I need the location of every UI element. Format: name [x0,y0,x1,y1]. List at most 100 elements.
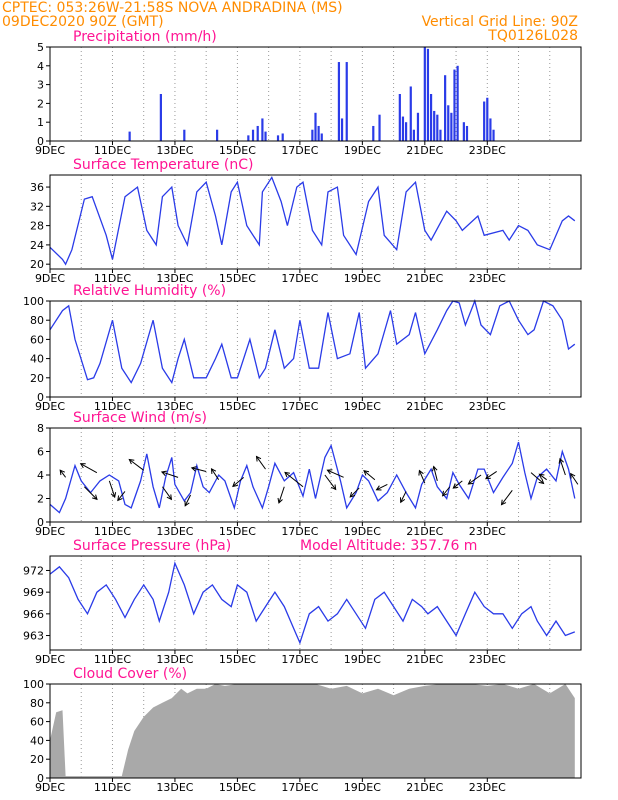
precip-bar [423,47,426,141]
panel-title: Surface Wind (m/s) [73,410,207,426]
y-tick-label: 0 [37,772,44,785]
precip-bar [159,94,162,141]
y-tick-label: 36 [30,181,44,194]
wind-arrow-head [349,491,356,498]
x-tick-label: 11DEC [94,653,131,666]
x-tick-label: 19DEC [344,144,381,157]
x-tick-label: 13DEC [156,653,193,666]
wind-arrow [501,489,513,505]
wind-arrow-head [570,472,576,479]
precip-bar [340,118,344,141]
x-tick-label: 17DEC [281,525,318,538]
y-tick-label: 0 [37,516,44,529]
wind-line [49,441,576,514]
panel-title: Surface Pressure (hPa) [73,538,231,554]
precip-bar [378,114,381,141]
x-tick-label: 21DEC [406,400,443,413]
wind-arrow [162,486,172,500]
y-tick-label: 100 [23,678,44,691]
precip-bar [412,129,415,141]
precip-bar [416,112,420,141]
wind-arrow-head [160,470,167,476]
plot-frame [49,427,582,523]
wind-arrow [559,458,566,476]
wind-arrow-head [184,500,190,507]
precip-bar [483,101,486,141]
precip-bar [444,75,447,141]
wind-arrow-head [92,494,98,501]
wind-arrow-head [375,485,382,491]
header-location: CPTEC: 053:26W-21:58S NOVA ANDRADINA (MS… [2,0,343,16]
x-tick-label: 19DEC [344,400,381,413]
panels: 0 1 2 3 4 5 9DEC 11DEC 13DEC 15DEC 17DEC 19DEC 21DEC… [23,29,582,794]
y-tick-label: 972 [23,564,44,577]
y-tick-label: 20 [30,753,44,766]
panel-pres: 963 966 969 972 9DEC 11DEC 13DEC 15DEC 17DEC 19DE… [23,538,582,666]
wind-arrow [324,474,337,490]
x-tick-label: 23DEC [469,781,506,794]
y-tick-label: 80 [30,697,44,710]
precip-bar [256,125,259,141]
x-tick-label: 23DEC [469,144,506,157]
wind-arrow-head [330,484,337,491]
precip-bar [311,129,314,141]
precip-bar [462,122,465,141]
wind-arrow-head [326,469,333,475]
x-tick-label: 9DEC [35,144,65,157]
x-tick-label: 9DEC [35,400,65,413]
precip-bar [486,97,489,141]
pres-line [49,561,576,645]
precip-bar [409,86,412,141]
y-tick-label: 4 [37,60,44,73]
wind-arrow [530,472,544,484]
rh-line [49,298,576,385]
y-tick-label: 20 [30,258,44,271]
x-tick-label: 13DEC [156,144,193,157]
wind-arrow [129,459,145,471]
wind-arrow [376,483,388,491]
x-tick-label: 17DEC [281,653,318,666]
y-tick-label: 20 [30,372,44,385]
x-tick-label: 21DEC [406,525,443,538]
panel-precip: 0 1 2 3 4 5 9DEC 11DEC 13DEC 15DEC 17DEC 19DEC 21DEC… [35,29,582,157]
precip-bar [453,69,456,141]
wind-arrow-head [452,483,459,489]
x-tick-label: 13DEC [156,525,193,538]
precip-bar [281,133,284,141]
wind-arrow [278,486,285,504]
y-tick-label: 0 [37,135,44,148]
y-tick-label: 963 [23,630,44,643]
x-tick-label: 19DEC [344,653,381,666]
y-tick-label: 2 [37,493,44,506]
wind-arrows [59,455,579,507]
y-tick-label: 6 [37,446,44,459]
precip-bar [183,129,186,141]
precip-bar [372,125,375,141]
precip-bar [450,112,453,141]
wind-arrow-head [59,469,65,476]
precip-bar [337,62,341,141]
wind-arrow [117,491,126,501]
wind-arrow [442,486,451,497]
wind-arrow-head [418,469,424,476]
wind-arrow-head [166,494,173,501]
precip-bar [447,105,450,141]
y-tick-label: 3 [37,79,44,92]
x-tick-label: 9DEC [35,653,65,666]
plot-frame [49,300,582,398]
wind-arrow [232,476,244,487]
x-tick-label: 21DEC [406,781,443,794]
wind-arrow-head [190,466,197,472]
precip-bar [398,94,401,141]
wind-arrow [80,463,98,474]
wind-arrow-head [558,457,564,464]
wind-arrow [211,468,220,480]
wind-arrow-head [400,497,406,504]
y-tick-label: 60 [30,333,44,346]
wind-arrow-head [255,455,262,462]
wind-arrow [256,456,266,470]
x-tick-label: 17DEC [281,781,318,794]
x-tick-label: 17DEC [281,400,318,413]
wind-arrow-head [538,473,545,480]
